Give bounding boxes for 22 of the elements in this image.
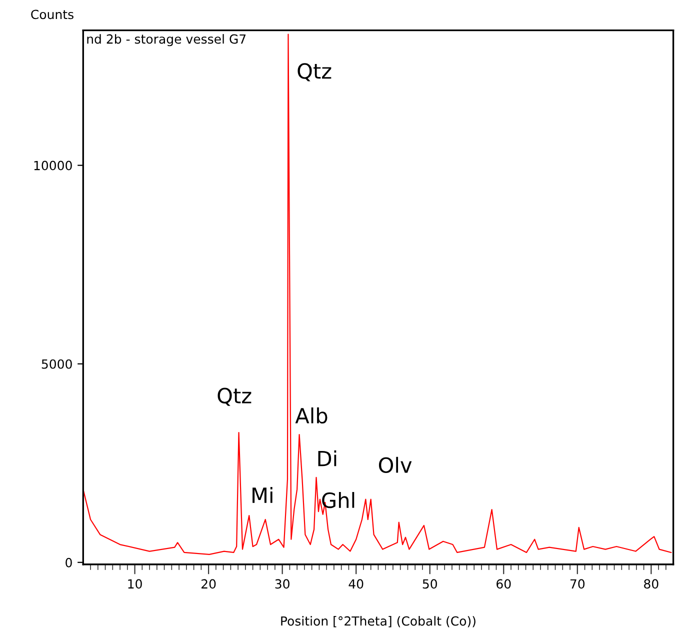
- x-tick-label: 80: [644, 579, 658, 589]
- annotation: Ghl: [322, 492, 354, 508]
- y-axis-title: Counts: [31, 10, 74, 20]
- chart-title: nd 2b - storage vessel G7: [87, 34, 246, 46]
- y-tick-label: 5000: [42, 359, 72, 369]
- annotation: Olv: [378, 456, 412, 473]
- annotation: Alb: [295, 407, 328, 424]
- x-tick-label: 40: [348, 579, 364, 589]
- x-tick-label: 60: [496, 579, 511, 589]
- annotation: Qtz: [218, 388, 252, 406]
- x-tick-label: 30: [275, 579, 290, 589]
- annotation: Mi: [252, 487, 272, 503]
- y-tick-label: 10000: [34, 160, 72, 170]
- x-tick-label: 70: [570, 579, 585, 589]
- x-tick-label: 50: [422, 579, 437, 589]
- annotation: Di: [318, 450, 336, 466]
- x-axis-title: Position [°2Theta] (Cobalt (Co)): [281, 616, 476, 628]
- x-tick-label: 10: [128, 579, 142, 589]
- annotation: Qtz: [298, 63, 332, 82]
- x-tick-label: 20: [202, 579, 216, 589]
- line-series: [83, 34, 672, 556]
- y-tick-label: 0: [66, 558, 72, 568]
